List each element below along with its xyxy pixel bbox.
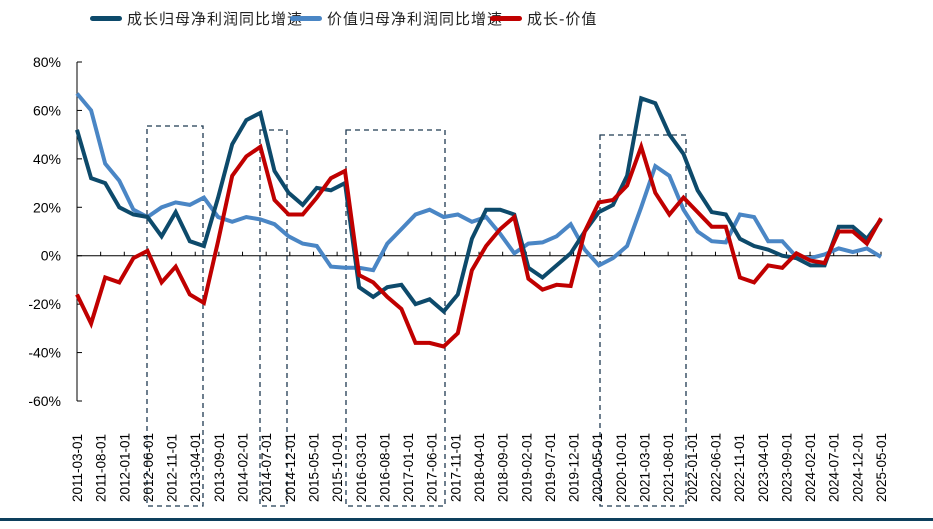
x-tick-label: 2018-04-01 [472,433,487,502]
y-tick-label: -20% [28,296,61,312]
x-tick-label: 2022-11-01 [732,434,747,502]
x-tick-label: 2011-08-01 [94,434,109,502]
highlight-periods [146,125,687,507]
x-tick-label: 2019-12-01 [567,433,582,502]
x-tick-label: 2017-01-01 [401,433,416,502]
x-tick-label: 2020-05-01 [590,433,605,502]
x-tick-label: 2012-01-01 [117,433,132,502]
x-tick-label: 2021-03-01 [638,433,653,502]
x-tick-label: 2016-08-01 [377,433,392,502]
x-tick-label: 2014-02-01 [236,433,251,502]
y-tick-label: 0% [41,248,61,264]
series-lines [75,92,883,349]
x-tick-label: 2012-06-01 [141,433,156,502]
x-tick-label: 2013-09-01 [212,433,227,502]
x-tick-label: 2011-03-01 [70,434,85,502]
legend-label-growth: 成长归母净利润同比增速 [127,9,304,28]
x-tick-labels: 2011-03-01 2011-08-01 2012-01-01 2012-06-01… [70,433,889,502]
series-line-diff [75,140,883,349]
legend: 成长归母净利润同比增速 价值归母净利润同比增速 成长-价值 [0,7,933,29]
x-tick-label: 2020-10-01 [614,433,629,502]
y-tick-label: 40% [33,151,61,167]
x-tick-label: 2023-04-01 [756,433,771,502]
highlight-box [146,125,204,507]
y-tick-labels: 80% 60% 40% 20% 0% -20% -40% -60% [28,54,61,409]
y-tick-label: 60% [33,102,61,118]
x-tick-label: 2013-04-01 [188,433,203,502]
series-line-growth [75,95,883,315]
legend-item-diff: 成长-价值 [490,7,597,29]
highlight-box [259,129,288,507]
legend-swatch-value [290,15,322,21]
x-tick-label: 2022-01-01 [685,433,700,502]
x-tick-label: 2025-05-01 [874,433,889,502]
x-tick-label: 2017-11-01 [448,434,463,502]
x-tick-label: 2014-12-01 [283,433,298,502]
x-tick-label: 2016-03-01 [354,433,369,502]
x-tick-label: 2017-06-01 [425,433,440,502]
legend-label-value: 价值归母净利润同比增速 [327,9,504,28]
x-tick-label: 2018-09-01 [496,433,511,502]
x-tick-label: 2019-07-01 [543,433,558,502]
legend-item-growth: 成长归母净利润同比增速 [90,7,303,29]
bottom-rule [0,518,933,521]
x-tick-label: 2014-07-01 [259,433,274,502]
y-tick-label: 80% [33,54,61,70]
x-tick-label: 2022-06-01 [708,433,723,502]
legend-swatch-diff [490,15,522,21]
x-tick-label: 2012-11-01 [165,434,180,502]
legend-swatch-growth [90,15,122,21]
legend-label-diff: 成长-价值 [527,9,598,28]
x-tick-label: 2024-07-01 [827,433,842,502]
x-tick-label: 2015-05-01 [306,433,321,502]
x-tick-label: 2015-10-01 [330,433,345,502]
highlight-box [599,134,687,507]
x-tick-label: 2021-08-01 [661,433,676,502]
x-tick-label: 2024-02-01 [803,433,818,502]
highlight-box [345,129,446,507]
y-tick-label: 20% [33,199,61,215]
x-tick-label: 2019-02-01 [519,433,534,502]
x-tick-label: 2024-12-01 [850,433,865,502]
y-tick-label: -40% [28,345,61,361]
legend-item-value: 价值归母净利润同比增速 [290,7,503,29]
series-line-value [75,92,883,273]
y-tick-label: -60% [28,393,61,409]
x-tick-label: 2023-09-01 [779,433,794,502]
